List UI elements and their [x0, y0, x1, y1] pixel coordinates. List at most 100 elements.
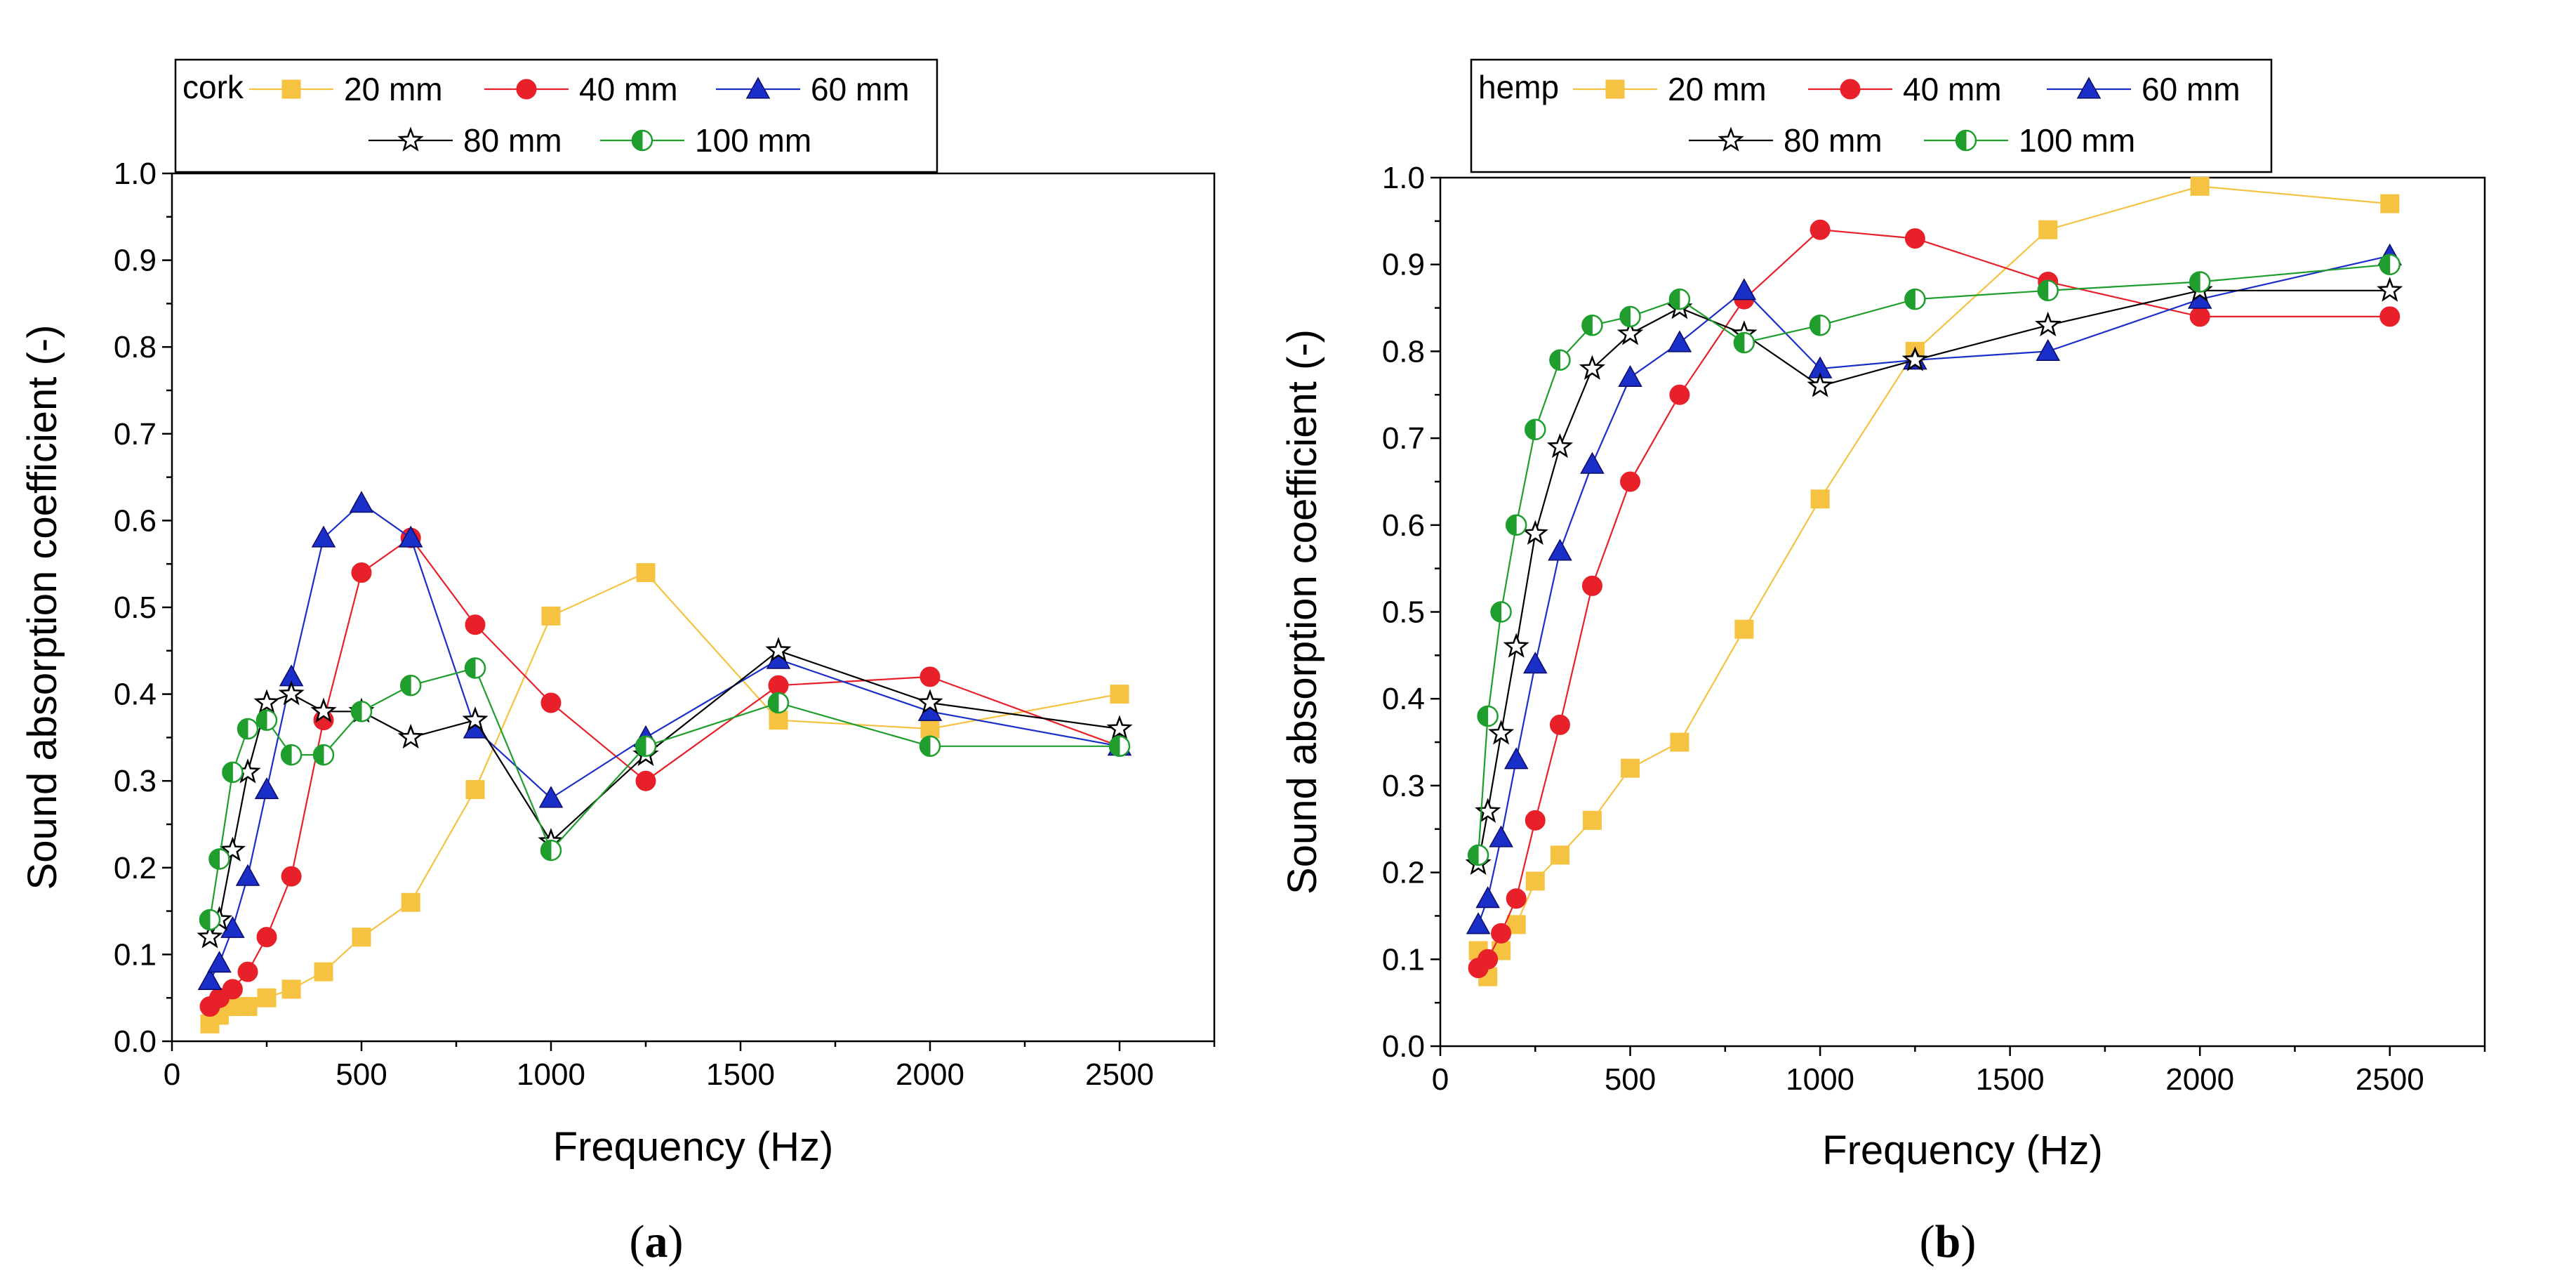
y-axis-title: Sound absorption coefficient (-)	[1280, 329, 1325, 895]
data-point	[310, 697, 337, 723]
legend-marker	[1605, 79, 1625, 99]
data-point	[197, 968, 223, 991]
chart-panel-b: 0.0 0.1 0.2 0.3 0.4 0.5 0.6 0.7 0.8 0.9 1.0 0 500 100…	[1280, 58, 2486, 1267]
data-point	[1546, 433, 1574, 458]
series-40-mm	[1468, 219, 2401, 979]
y-tick-label: 0.4	[114, 678, 157, 712]
x-tick-label: 500	[1605, 1062, 1656, 1097]
data-point	[1550, 845, 1569, 865]
data-point	[917, 689, 943, 714]
series-line	[1478, 255, 2390, 925]
series-line	[209, 572, 1120, 1025]
data-point	[351, 562, 372, 583]
x-tick-label: 2000	[896, 1057, 964, 1092]
data-point	[2189, 271, 2211, 293]
data-point	[349, 491, 374, 513]
panel-label: (a)	[630, 1216, 684, 1267]
x-tick-label: 1500	[1976, 1062, 2045, 1097]
data-point	[399, 674, 422, 697]
y-tick-label: 0.7	[1382, 421, 1425, 456]
x-tick-label: 1000	[1786, 1062, 1854, 1097]
legend-box	[1470, 58, 2273, 173]
data-point	[635, 735, 657, 758]
y-axis-title: Sound absorption coefficient (-)	[20, 325, 65, 890]
data-point	[769, 711, 788, 730]
data-point	[465, 780, 485, 800]
y-tick-label: 0.2	[1382, 856, 1425, 890]
panel-letter: a	[645, 1216, 668, 1267]
data-point	[280, 744, 303, 766]
data-point	[1522, 652, 1548, 674]
data-point	[352, 928, 371, 947]
data-point	[1904, 228, 1925, 249]
data-point	[1505, 514, 1527, 536]
data-point	[314, 962, 333, 982]
data-point	[1489, 825, 1513, 847]
x-tick-label: 0	[1432, 1062, 1449, 1097]
data-point	[919, 666, 941, 687]
legend-label: 40 mm	[1903, 71, 2002, 107]
series-100-mm	[199, 657, 1131, 931]
legend-material-label: hemp	[1478, 69, 1559, 105]
data-point	[311, 525, 336, 548]
data-point	[1807, 372, 1833, 397]
series-80-mm	[197, 637, 1133, 949]
legend-label: 40 mm	[579, 71, 678, 107]
data-point	[222, 979, 243, 1000]
data-point	[2038, 220, 2058, 239]
data-point	[1810, 219, 1831, 240]
data-point	[254, 777, 279, 800]
legend-entry-80-mm: 80 mm	[1689, 122, 1883, 159]
legend-marker	[1955, 129, 1977, 152]
data-point	[1467, 844, 1489, 866]
data-point	[1670, 732, 1689, 752]
data-point	[1582, 810, 1602, 830]
legend-label: 80 mm	[463, 122, 562, 159]
y-tick-label: 0.0	[1382, 1029, 1425, 1064]
data-point	[462, 706, 489, 732]
legend-entry-100-mm: 100 mm	[1924, 122, 2135, 159]
y-tick-label: 0.6	[1382, 508, 1425, 543]
y-tick-label: 0.5	[1382, 595, 1425, 630]
data-point	[1522, 520, 1548, 545]
data-point	[1525, 810, 1546, 831]
y-tick-label: 1.0	[114, 157, 157, 191]
data-point	[1732, 278, 1757, 301]
data-point	[767, 692, 790, 714]
data-point	[1901, 346, 1928, 371]
data-point	[350, 701, 373, 722]
data-point	[1734, 619, 1754, 639]
legend-label: 60 mm	[2142, 71, 2240, 107]
legend-label: 80 mm	[1784, 122, 1883, 159]
data-point	[635, 770, 656, 791]
data-point	[255, 709, 278, 731]
data-point	[1110, 685, 1129, 704]
series-line	[209, 536, 1120, 1008]
data-point	[237, 718, 259, 740]
data-point	[919, 735, 941, 758]
y-tick-label: 1.0	[1382, 161, 1425, 195]
y-tick-label: 0.1	[114, 937, 157, 972]
y-tick-label: 0.9	[114, 244, 157, 278]
data-point	[636, 563, 656, 583]
legend-label: 100 mm	[695, 122, 811, 159]
legend-marker	[631, 129, 653, 152]
data-point	[1618, 364, 1642, 388]
series-line	[1478, 185, 2390, 979]
data-point	[256, 927, 277, 948]
data-point	[257, 988, 277, 1008]
legend-entry-40-mm: 40 mm	[1808, 71, 2002, 107]
x-tick-label: 1000	[517, 1057, 585, 1092]
legend-material-label: cork	[182, 69, 244, 105]
legend-box	[174, 58, 938, 173]
panel-label: (b)	[1920, 1216, 1977, 1267]
data-point	[1525, 418, 1546, 440]
data-point	[465, 614, 486, 635]
x-axis-title: Frequency (Hz)	[1822, 1128, 2103, 1173]
data-point	[1488, 720, 1515, 745]
legend-label: 20 mm	[344, 71, 443, 107]
data-point	[2189, 306, 2210, 327]
data-point	[1466, 912, 1491, 935]
data-point	[398, 525, 423, 548]
